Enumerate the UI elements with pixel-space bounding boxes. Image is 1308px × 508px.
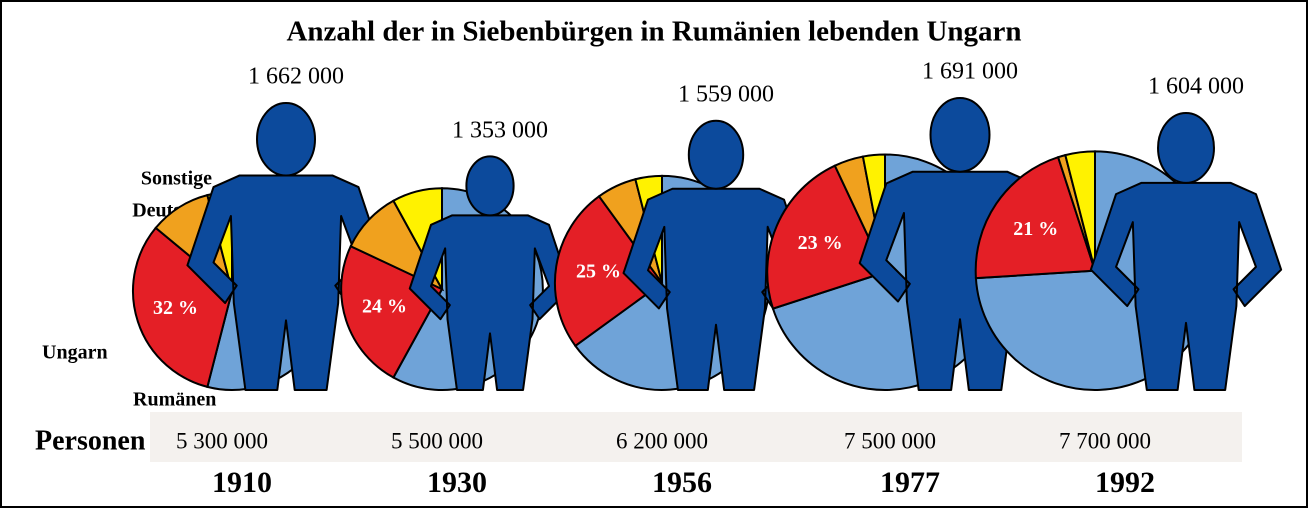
value-label: 25 % [576, 260, 621, 282]
total-label: 6 200 000 [616, 428, 708, 453]
value-label: 32 % [153, 297, 198, 319]
figure-head [465, 155, 515, 217]
year-label: 1977 [880, 466, 940, 499]
chart-title: Anzahl der in Siebenbürgen in Rumänien l… [286, 16, 1021, 48]
pie-slice [766, 164, 887, 310]
category-label: Sonstige [141, 168, 212, 190]
category-label: Ungarn [42, 342, 108, 364]
hungarians-label: 1 559 000 [678, 82, 774, 108]
hungarians-label: 1 662 000 [248, 64, 344, 90]
total-label: 7 500 000 [844, 428, 936, 453]
category-label: Rumänen [133, 389, 216, 411]
figure-body [1089, 181, 1283, 391]
person-figure [1089, 111, 1283, 391]
total-label: 5 300 000 [176, 428, 268, 453]
row-label: Personen [35, 425, 146, 456]
figure-head [256, 101, 316, 177]
total-label: 7 700 000 [1059, 428, 1151, 453]
year-label: 1930 [427, 466, 487, 499]
pie-slice [974, 155, 1097, 280]
hungarians-label: 1 691 000 [922, 59, 1018, 85]
row-band [150, 412, 1242, 462]
figure-head [1157, 111, 1215, 184]
value-label: 24 % [362, 295, 407, 317]
pie-slice [1064, 150, 1096, 271]
value-label: 23 % [798, 232, 843, 254]
person-figure [186, 101, 386, 391]
total-label: 5 500 000 [391, 428, 483, 453]
year-label: 1956 [652, 466, 712, 499]
person-figure [408, 155, 572, 391]
hungarians-label: 1 604 000 [1148, 74, 1244, 100]
figure-head [929, 96, 991, 173]
year-label: 1910 [212, 466, 272, 499]
value-label: 21 % [1013, 218, 1058, 240]
hungarians-label: 1 353 000 [452, 117, 548, 143]
figure-head [687, 119, 745, 190]
pie-slice [553, 194, 664, 348]
pie-slice [132, 226, 234, 389]
year-label: 1992 [1095, 466, 1155, 499]
